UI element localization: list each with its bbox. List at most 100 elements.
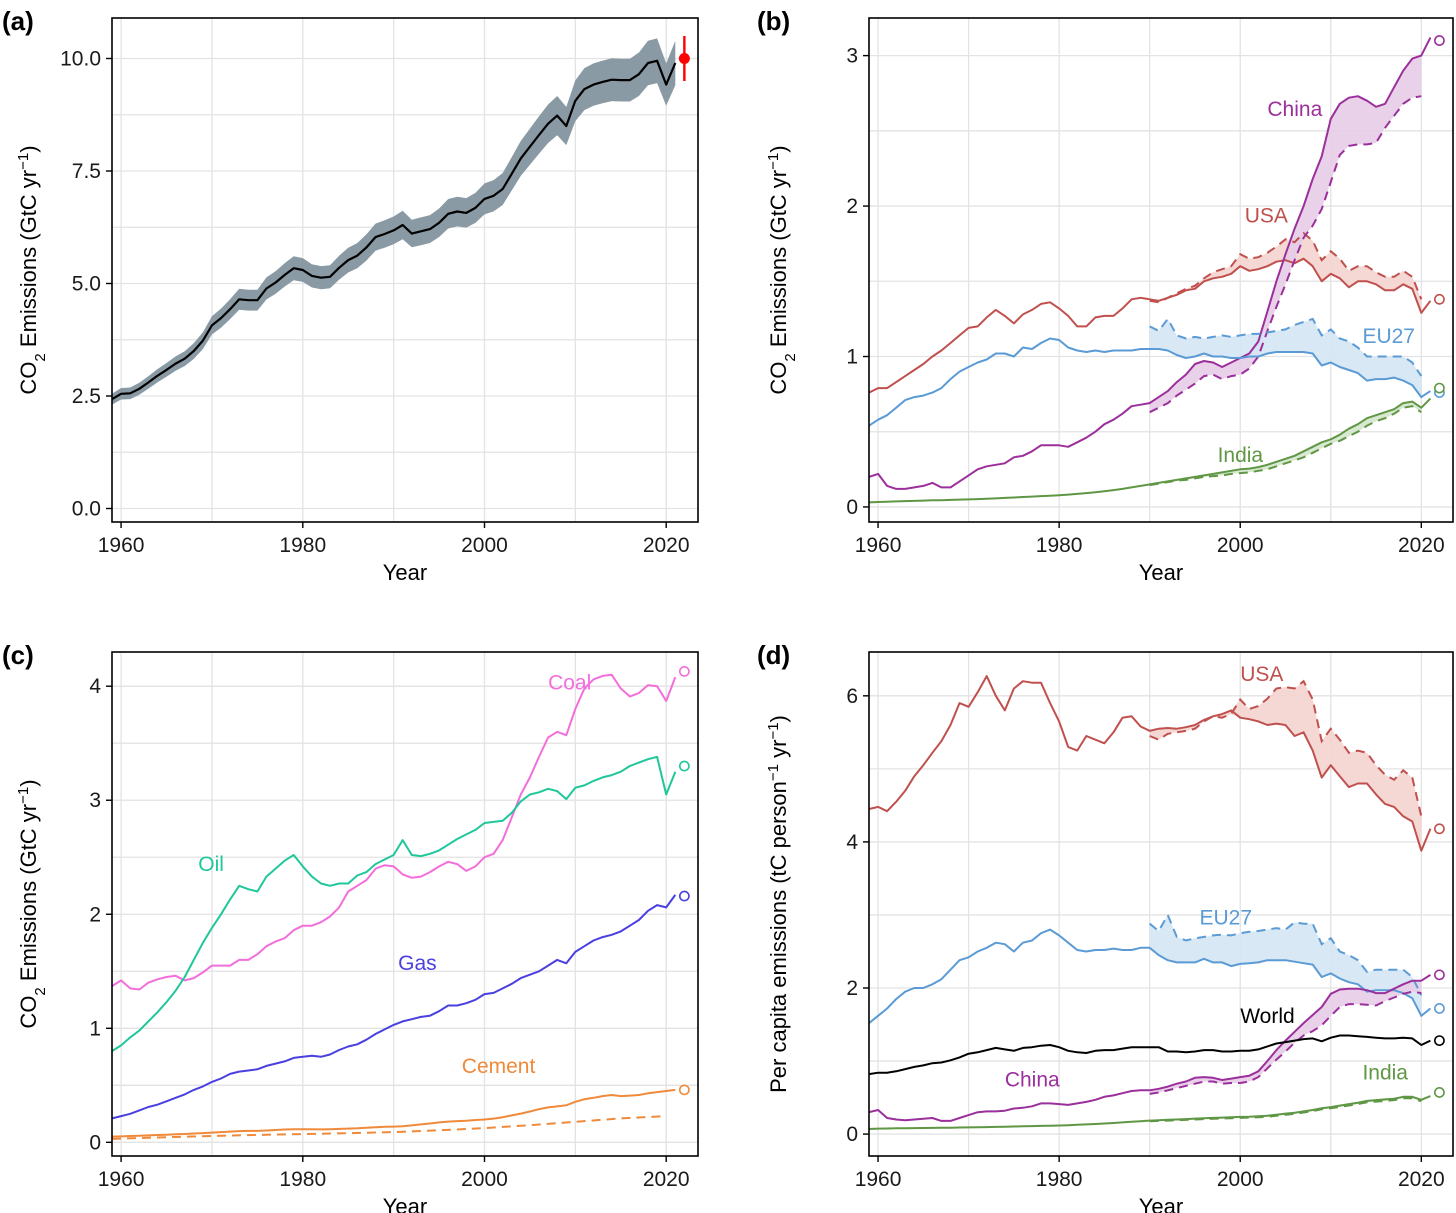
x-tick-label: 1980: [1036, 1168, 1083, 1191]
y-tick-label: 2: [846, 195, 858, 218]
series-label-china: China: [1267, 98, 1322, 121]
uncertainty-band: [112, 38, 676, 405]
series-line-gas: [112, 894, 677, 1120]
projection-marker-oil: [678, 760, 690, 772]
y-tick-label: 2: [89, 903, 101, 926]
panel-a: (a) 1960 1980 2000 2020 0.0 2.5 5.0 7.5 10.0 Year C…: [2, 6, 699, 585]
grid: [112, 652, 698, 1156]
plot-frame: [111, 17, 699, 523]
series-label-china: China: [1005, 1069, 1060, 1092]
x-tick-label: 1980: [279, 1168, 326, 1191]
series-label-usa: USA: [1240, 663, 1283, 686]
x-tick-label: 2000: [461, 534, 508, 557]
series-line-india: [869, 1095, 1431, 1130]
series-line-india: [869, 397, 1432, 504]
y-tick-label: 5.0: [72, 273, 101, 296]
x-tick-label: 2020: [1398, 534, 1445, 557]
projection-marker-world: [1434, 1035, 1445, 1046]
series-dashed-usa: [1149, 231, 1423, 304]
panel-b: (b) USA China EU27 India 1960 1980 2000 2020 0 1 2 3…: [757, 6, 1454, 585]
y-tick-label: 1: [89, 1017, 101, 1040]
plot-area: [869, 675, 1432, 1130]
series-label-eu27: EU27: [1362, 325, 1415, 348]
y-tick-label: 0.0: [72, 498, 101, 521]
plot-frame: [111, 651, 699, 1157]
y-tick-label: 6: [846, 685, 858, 708]
series-dashed-eu27: [1149, 912, 1423, 996]
x-tick-label: 1960: [855, 534, 902, 557]
series-line-world: [869, 1034, 1431, 1076]
y-tick-label: 10.0: [60, 48, 101, 71]
x-tick-label: 1980: [1036, 534, 1083, 557]
series-label-coal: Coal: [548, 672, 591, 695]
band-eu27: [1149, 318, 1422, 398]
panel-label: (b): [757, 6, 790, 36]
series-label-oil: Oil: [198, 853, 224, 876]
y-tick-label: 3: [89, 789, 101, 812]
series-label-world: World: [1240, 1005, 1294, 1028]
y-axis-title: Per capita emissions (tC person−1 yr−1): [765, 715, 792, 1093]
projection-marker-gas: [678, 890, 690, 902]
projection-marker-china: [1434, 969, 1445, 981]
x-axis-title: Year: [1139, 1194, 1183, 1213]
panel-label: (d): [757, 640, 790, 670]
projection-marker-china: [1434, 35, 1445, 46]
series-label-usa: USA: [1245, 205, 1288, 228]
x-tick-label: 1960: [855, 1168, 902, 1191]
series-label-india: India: [1218, 444, 1264, 467]
y-tick-label: 7.5: [72, 160, 101, 183]
y-tick-label: 0: [846, 496, 858, 519]
x-tick-label: 1980: [279, 534, 326, 557]
band-usa: [1149, 233, 1422, 313]
x-axis-title: Year: [383, 1194, 427, 1213]
plot-area: [869, 37, 1432, 504]
projection-marker-eu27: [1434, 1003, 1445, 1014]
band-china: [1149, 980, 1422, 1094]
series-line-usa: [869, 257, 1432, 394]
plot-area: [112, 38, 677, 405]
band-usa: [1149, 681, 1422, 851]
x-axis-title: Year: [383, 560, 427, 585]
plot-area: [112, 673, 677, 1140]
y-tick-label: 4: [89, 675, 101, 698]
projection-marker-india: [1434, 382, 1445, 394]
x-tick-label: 2020: [643, 1168, 690, 1191]
series-dashed-india: [1149, 405, 1422, 487]
y-tick-label: 2: [846, 977, 858, 1000]
projection-marker-usa: [1434, 293, 1445, 305]
series-dashed-china: [1149, 990, 1422, 1095]
x-axis-title: Year: [1139, 560, 1183, 585]
projection-marker-india: [1434, 1087, 1445, 1098]
plot-frame: [868, 651, 1454, 1157]
panel-label: (a): [2, 6, 34, 36]
y-tick-label: 0: [846, 1123, 858, 1146]
series-line-cement: [112, 1088, 676, 1138]
x-tick-label: 2000: [461, 1168, 508, 1191]
y-tick-label: 4: [846, 831, 858, 854]
x-tick-label: 2000: [1217, 534, 1264, 557]
series-line-oil: [112, 755, 677, 1052]
band-eu27: [1149, 915, 1422, 1016]
y-tick-label: 3: [846, 45, 858, 68]
series-line-eu27: [869, 928, 1432, 1024]
projection-marker-cement: [678, 1084, 690, 1096]
y-tick-label: 1: [846, 346, 858, 369]
projection-point: [678, 53, 690, 64]
series-line-usa: [869, 675, 1432, 852]
series-label-gas: Gas: [398, 952, 437, 975]
y-axis-title: CO2 Emissions (GtC yr−1): [765, 145, 799, 394]
grid: [869, 652, 1453, 1156]
projection-marker-usa: [1434, 823, 1445, 835]
series-line-eu27: [869, 337, 1431, 427]
y-axis-title: CO2 Emissions (GtC yr−1): [15, 145, 49, 394]
y-tick-label: 2.5: [72, 385, 101, 408]
x-tick-label: 1960: [98, 534, 145, 557]
series-line-world_total: [112, 59, 677, 401]
x-tick-label: 2020: [643, 534, 690, 557]
series-label-eu27: EU27: [1199, 906, 1252, 929]
y-tick-label: 0: [89, 1131, 101, 1154]
panel-label: (c): [2, 640, 34, 670]
projection-marker-coal: [678, 665, 690, 677]
